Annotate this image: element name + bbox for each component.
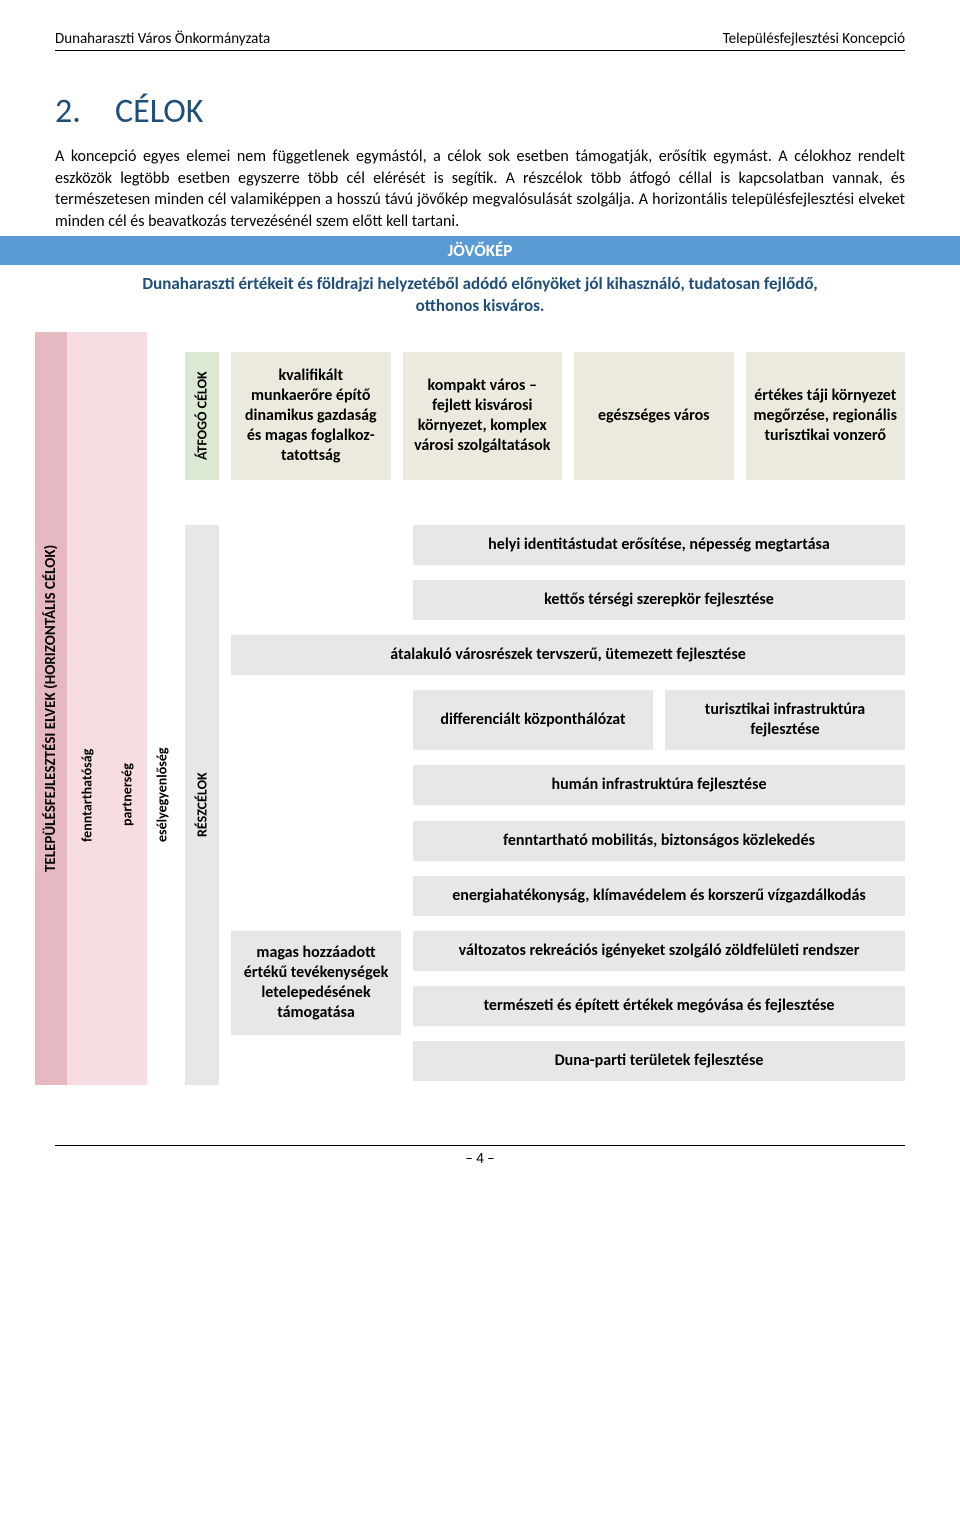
heading-title: CÉLOK xyxy=(115,91,203,132)
atfogo-goal-4: értékes táji környezet megőrzése, region… xyxy=(746,352,906,480)
subgoal-row-split: differenciált központhálózat turisztikai… xyxy=(413,690,905,750)
subgoal-ertekek: természeti és épített értékek megóvása é… xyxy=(413,986,905,1026)
atfogo-section: ÁTFOGÓ CÉLOK kvalifikált munkaerőre épít… xyxy=(177,332,960,505)
sidebar-eselyegyenloseg: esélyegyenlőség xyxy=(147,505,177,1085)
section-heading: 2.CÉLOK xyxy=(55,91,905,132)
subgoal-varosreszek: átalakuló városrészek tervszerű, ütemeze… xyxy=(231,635,905,675)
intro-paragraph: A koncepció egyes elemei nem függetlenek… xyxy=(55,146,905,232)
subgoal-energia: energiahatékonyság, klímavédelem és kors… xyxy=(413,876,905,916)
atfogo-goal-3: egészséges város xyxy=(574,352,734,480)
atfogo-goal-1: kvalifikált munkaerőre építő dinamikus g… xyxy=(231,352,391,480)
subgoal-zoldfelulet: változatos rekreációs igényeket szolgáló… xyxy=(413,931,905,971)
jovokep-text: Dunaharaszti értékeit és földrajzi helyz… xyxy=(55,265,905,331)
page-header: Dunaharaszti Város Önkormányzata Települ… xyxy=(55,30,905,51)
jovokep-bar: JÖVŐKÉP xyxy=(0,236,960,265)
atfogo-label: ÁTFOGÓ CÉLOK xyxy=(185,352,219,480)
pink-filler xyxy=(67,332,107,505)
page-number: – 4 – xyxy=(465,1150,494,1168)
subgoal-turisztikai-infra: turisztikai infrastruktúra fejlesztése xyxy=(665,690,905,750)
header-left: Dunaharaszti Város Önkormányzata xyxy=(55,30,270,48)
header-right: Településfejlesztési Koncepció xyxy=(723,30,905,48)
pink-filler xyxy=(107,332,147,505)
reszcelok-section: RÉSZCÉLOK helyi identitástudat erősítése… xyxy=(177,505,960,1085)
goal-structure-diagram: TELEPÜLÉSFEJLESZTÉSI ELVEK (HORIZONTÁLIS… xyxy=(35,332,960,1085)
atfogo-goal-2: kompakt város – fejlett kisvárosi környe… xyxy=(403,352,563,480)
subgoal-kozponthalozat: differenciált központhálózat xyxy=(413,690,653,750)
subgoal-magas-hozzaadott: magas hozzáadott értékű tevékenységek le… xyxy=(231,931,401,1035)
sidebar-fenntarthatosag: fenntarthatóság xyxy=(67,505,107,1085)
heading-number: 2. xyxy=(55,91,115,132)
subgoal-mobilitas: fenntartható mobilitás, biztonságos közl… xyxy=(413,821,905,861)
sidebar-partnerseg: partnerség xyxy=(107,505,147,1085)
sidebar-horizontal-goals: TELEPÜLÉSFEJLESZTÉSI ELVEK (HORIZONTÁLIS… xyxy=(35,332,67,1085)
subgoal-human-infra: humán infrastruktúra fejlesztése xyxy=(413,765,905,805)
reszcelok-label: RÉSZCÉLOK xyxy=(185,525,219,1085)
page-footer: – 4 – xyxy=(55,1145,905,1168)
subgoal-identitas: helyi identitástudat erősítése, népesség… xyxy=(413,525,905,565)
subgoal-duna: Duna-parti területek fejlesztése xyxy=(413,1041,905,1081)
subgoal-tersegi: kettős térségi szerepkör fejlesztése xyxy=(413,580,905,620)
